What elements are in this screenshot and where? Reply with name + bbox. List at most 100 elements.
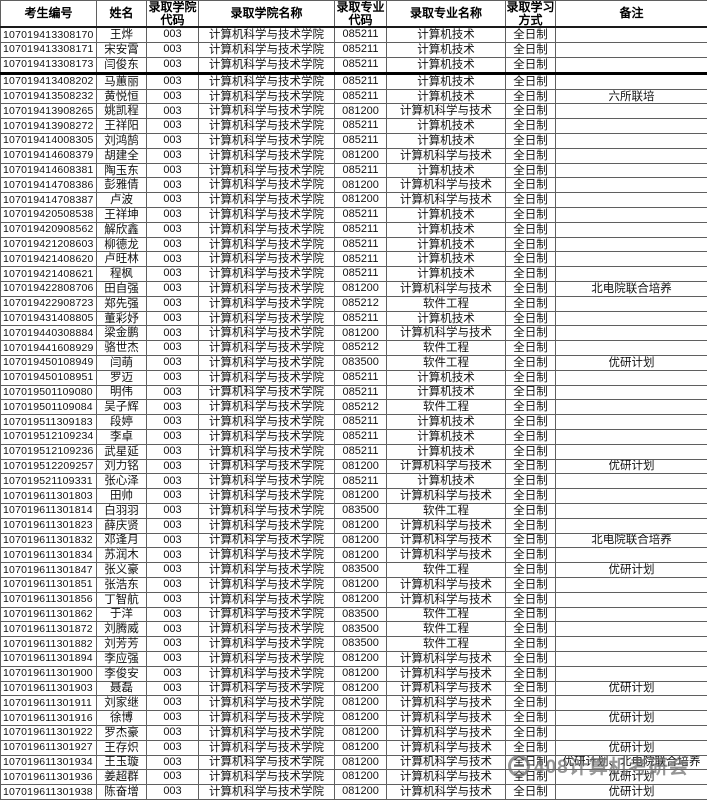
table-row: 107019422808706 田自强 003 计算机科学与技术学院 081200 计算机… [0, 281, 707, 297]
cell-remark [555, 429, 707, 445]
cell-major_code: 083500 [334, 606, 387, 623]
cell-major_name: 软件工程 [386, 295, 506, 312]
cell-remark [555, 147, 707, 164]
cell-college_name: 计算机科学与技术学院 [198, 355, 335, 371]
cell-id: 107019440308884 [0, 325, 97, 342]
cell-college_code: 003 [146, 517, 199, 534]
cell-major_code: 085212 [334, 295, 387, 312]
table-row: 107019413308170 王烨 003 计算机科学与技术学院 085211 计算机技… [0, 26, 707, 44]
cell-college_name: 计算机科学与技术学院 [198, 384, 335, 401]
cell-name: 刘腾威 [96, 621, 147, 638]
cell-remark [555, 695, 707, 712]
cell-major_name: 计算机科学与技术 [386, 281, 506, 297]
cell-college_code: 003 [146, 769, 199, 786]
table-row: 107019611301814 白羽羽 003 计算机科学与技术学院 083500 软件工… [0, 503, 707, 519]
table-row: 107019441608929 骆世杰 003 计算机科学与技术学院 085212 软件工… [0, 340, 707, 357]
cell-name: 张浩东 [96, 576, 147, 593]
table-row: 107019413408202 马蕙丽 003 计算机科学与技术学院 085211 计算机… [0, 72, 707, 90]
cell-remark [555, 503, 707, 519]
cell-major_code: 081200 [334, 281, 387, 297]
cell-study_mode: 全日制 [505, 355, 556, 371]
cell-name: 张心泽 [96, 473, 147, 490]
cell-major_code: 083500 [334, 636, 387, 652]
cell-major_name: 计算机科学与技术 [386, 739, 506, 756]
cell-id: 107019611301936 [0, 769, 97, 786]
cell-remark [555, 665, 707, 682]
cell-college_code: 003 [146, 710, 199, 726]
cell-study_mode: 全日制 [505, 665, 556, 682]
cell-name: 田自强 [96, 281, 147, 297]
table-row: 107019611301927 王存炽 003 计算机科学与技术学院 081200 计算机… [0, 739, 707, 756]
cell-study_mode: 全日制 [505, 547, 556, 564]
table-row: 107019611301856 丁智航 003 计算机科学与技术学院 081200 计算机… [0, 591, 707, 608]
cell-id: 107019413908265 [0, 103, 97, 120]
table-row: 107019414608379 胡建全 003 计算机科学与技术学院 081200 计算机… [0, 147, 707, 164]
cell-college_code: 003 [146, 724, 199, 741]
cell-major_code: 083500 [334, 562, 387, 578]
table-row: 107019413308171 宋安霄 003 计算机科学与技术学院 085211 计算机… [0, 42, 707, 58]
cell-remark [555, 236, 707, 253]
cell-name: 徐博 [96, 710, 147, 726]
cell-college_code: 003 [146, 443, 199, 460]
cell-remark [555, 42, 707, 58]
cell-college_name: 计算机科学与技术学院 [198, 724, 335, 741]
table-row: 107019414708387 卢波 003 计算机科学与技术学院 081200 计算机科… [0, 192, 707, 209]
table-row: 107019450108949 闫萌 003 计算机科学与技术学院 083500 软件工程… [0, 355, 707, 371]
cell-name: 黄悦恒 [96, 88, 147, 105]
cell-remark [555, 26, 707, 44]
cell-study_mode: 全日制 [505, 88, 556, 105]
cell-college_name: 计算机科学与技术学院 [198, 576, 335, 593]
cell-remark [555, 621, 707, 638]
cell-college_name: 计算机科学与技术学院 [198, 591, 335, 608]
cell-study_mode: 全日制 [505, 103, 556, 120]
table-row: 107019611301803 田帅 003 计算机科学与技术学院 081200 计算机科… [0, 488, 707, 504]
cell-remark [555, 310, 707, 327]
cell-college_name: 计算机科学与技术学院 [198, 458, 335, 475]
cell-study_mode: 全日制 [505, 42, 556, 58]
cell-name: 闫俊东 [96, 56, 147, 75]
cell-college_code: 003 [146, 636, 199, 652]
cell-id: 107019611301872 [0, 621, 97, 638]
cell-major_code: 081200 [334, 680, 387, 697]
cell-id: 107019414708387 [0, 192, 97, 209]
col-header-remark: 备注 [555, 0, 707, 28]
cell-name: 武星延 [96, 443, 147, 460]
col-header-college_code: 录取学院代码 [146, 0, 199, 28]
cell-major_code: 081200 [334, 784, 387, 800]
cell-college_code: 003 [146, 162, 199, 179]
cell-major_code: 085212 [334, 340, 387, 357]
cell-study_mode: 全日制 [505, 236, 556, 253]
cell-major_name: 计算机技术 [386, 162, 506, 179]
cell-id: 107019421408621 [0, 266, 97, 283]
table-row: 107019611301922 罗杰豪 003 计算机科学与技术学院 081200 计算机… [0, 724, 707, 741]
cell-id: 107019512109234 [0, 429, 97, 445]
cell-college_name: 计算机科学与技术学院 [198, 621, 335, 638]
cell-name: 卢波 [96, 192, 147, 209]
cell-major_name: 计算机技术 [386, 236, 506, 253]
cell-remark [555, 56, 707, 75]
cell-college_code: 003 [146, 488, 199, 504]
cell-id: 107019611301882 [0, 636, 97, 652]
cell-major_code: 085211 [334, 473, 387, 490]
cell-major_code: 081200 [334, 739, 387, 756]
cell-remark [555, 517, 707, 534]
cell-id: 107019611301847 [0, 562, 97, 578]
cell-major_name: 软件工程 [386, 562, 506, 578]
cell-college_code: 003 [146, 399, 199, 416]
cell-major_code: 085211 [334, 133, 387, 149]
cell-name: 罗迈 [96, 369, 147, 386]
cell-name: 于洋 [96, 606, 147, 623]
cell-major_name: 计算机技术 [386, 429, 506, 445]
cell-id: 107019611301894 [0, 650, 97, 667]
cell-college_code: 003 [146, 547, 199, 564]
cell-remark [555, 591, 707, 608]
table-row: 107019421408620 卢旺林 003 计算机科学与技术学院 085211 计算机… [0, 251, 707, 268]
cell-major_name: 计算机科学与技术 [386, 784, 506, 800]
cell-major_name: 软件工程 [386, 621, 506, 638]
cell-major_code: 085211 [334, 42, 387, 58]
cell-remark: 优研计划 [555, 458, 707, 475]
cell-major_name: 计算机技术 [386, 443, 506, 460]
table-row: 107019450108951 罗迈 003 计算机科学与技术学院 085211 计算机技… [0, 369, 707, 386]
cell-college_code: 003 [146, 88, 199, 105]
cell-id: 107019450108949 [0, 355, 97, 371]
